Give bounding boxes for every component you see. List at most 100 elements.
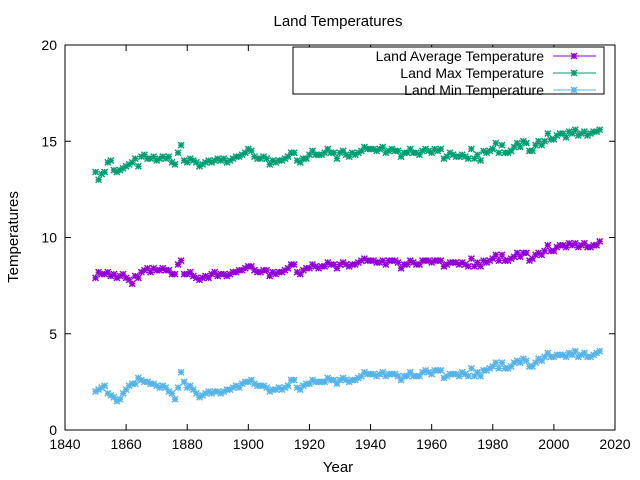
- data-point: [140, 378, 148, 386]
- data-point: [538, 357, 546, 365]
- data-point: [223, 272, 231, 280]
- data-point: [315, 151, 323, 159]
- data-point: [461, 370, 469, 378]
- data-point: [348, 149, 356, 157]
- data-point: [434, 366, 442, 374]
- data-point: [199, 160, 206, 168]
- data-point: [223, 386, 231, 394]
- data-point: [125, 160, 133, 168]
- data-point: [510, 359, 518, 367]
- data-point: [202, 158, 210, 166]
- data-point: [562, 133, 570, 141]
- data-point: [98, 170, 106, 178]
- data-point: [507, 255, 515, 263]
- data-point: [422, 366, 430, 374]
- data-point: [590, 241, 598, 249]
- data-point: [192, 158, 200, 166]
- data-point: [275, 157, 283, 164]
- data-point: [189, 386, 197, 394]
- data-point: [446, 259, 454, 267]
- data-point: [373, 147, 381, 155]
- y-tick-label: 20: [41, 37, 57, 53]
- data-point: [553, 131, 561, 139]
- data-point: [156, 384, 164, 392]
- data-point: [229, 155, 237, 163]
- data-point: [431, 145, 439, 153]
- data-point: [287, 376, 295, 384]
- data-point: [532, 141, 540, 149]
- data-point: [412, 372, 420, 380]
- data-point: [107, 157, 115, 164]
- data-point: [574, 353, 582, 361]
- data-point: [590, 351, 598, 359]
- data-point: [159, 153, 167, 161]
- data-point: [425, 368, 433, 376]
- data-point: [131, 380, 139, 388]
- data-point: [437, 145, 445, 153]
- data-point: [483, 259, 491, 267]
- data-point: [327, 260, 335, 268]
- x-tick-label: 1900: [233, 436, 264, 452]
- data-point: [556, 130, 564, 138]
- data-point: [318, 262, 326, 270]
- data-point: [391, 147, 399, 155]
- data-point: [159, 382, 167, 390]
- data-point: [324, 374, 332, 382]
- data-point: [501, 364, 509, 372]
- data-point: [144, 264, 151, 272]
- data-point: [532, 251, 540, 259]
- data-point: [403, 372, 411, 380]
- data-point: [547, 135, 555, 143]
- data-point: [498, 359, 506, 367]
- data-point: [174, 384, 182, 392]
- data-point: [354, 149, 362, 157]
- data-point: [501, 257, 509, 265]
- data-point: [260, 153, 268, 161]
- data-point: [147, 268, 155, 276]
- data-point: [376, 145, 384, 153]
- data-point: [428, 259, 436, 267]
- data-point: [107, 391, 115, 399]
- data-point: [415, 372, 423, 380]
- data-point: [284, 264, 292, 272]
- series-2: [92, 347, 604, 405]
- data-point: [95, 386, 103, 394]
- data-point: [302, 380, 310, 388]
- data-point: [538, 251, 546, 259]
- data-point: [580, 128, 588, 136]
- data-point: [342, 260, 350, 268]
- data-point: [529, 255, 536, 263]
- data-point: [309, 147, 316, 155]
- data-point: [580, 349, 588, 357]
- x-axis-label: Year: [323, 459, 353, 476]
- data-point: [92, 388, 100, 395]
- data-point: [357, 147, 365, 155]
- data-point: [321, 149, 329, 157]
- data-point: [220, 155, 228, 163]
- data-point: [247, 147, 255, 155]
- data-point: [452, 153, 460, 161]
- data-point: [183, 270, 191, 278]
- data-point: [538, 141, 546, 149]
- data-point: [541, 353, 549, 361]
- data-point: [565, 349, 573, 357]
- data-point: [492, 251, 500, 259]
- data-point: [394, 372, 402, 380]
- data-point: [205, 157, 213, 164]
- data-point: [587, 243, 595, 251]
- data-point: [220, 388, 228, 395]
- data-point: [266, 160, 274, 168]
- data-point: [486, 257, 494, 265]
- data-point: [95, 268, 103, 276]
- data-point: [385, 370, 393, 378]
- data-point: [409, 259, 417, 267]
- data-point: [101, 270, 109, 278]
- data-point: [348, 260, 356, 268]
- data-point: [403, 149, 411, 157]
- data-point: [458, 368, 466, 376]
- data-point: [458, 151, 466, 159]
- x-tick-label: 1880: [172, 436, 203, 452]
- data-point: [477, 372, 485, 380]
- data-point: [360, 143, 368, 151]
- x-tick-label: 1940: [355, 436, 386, 452]
